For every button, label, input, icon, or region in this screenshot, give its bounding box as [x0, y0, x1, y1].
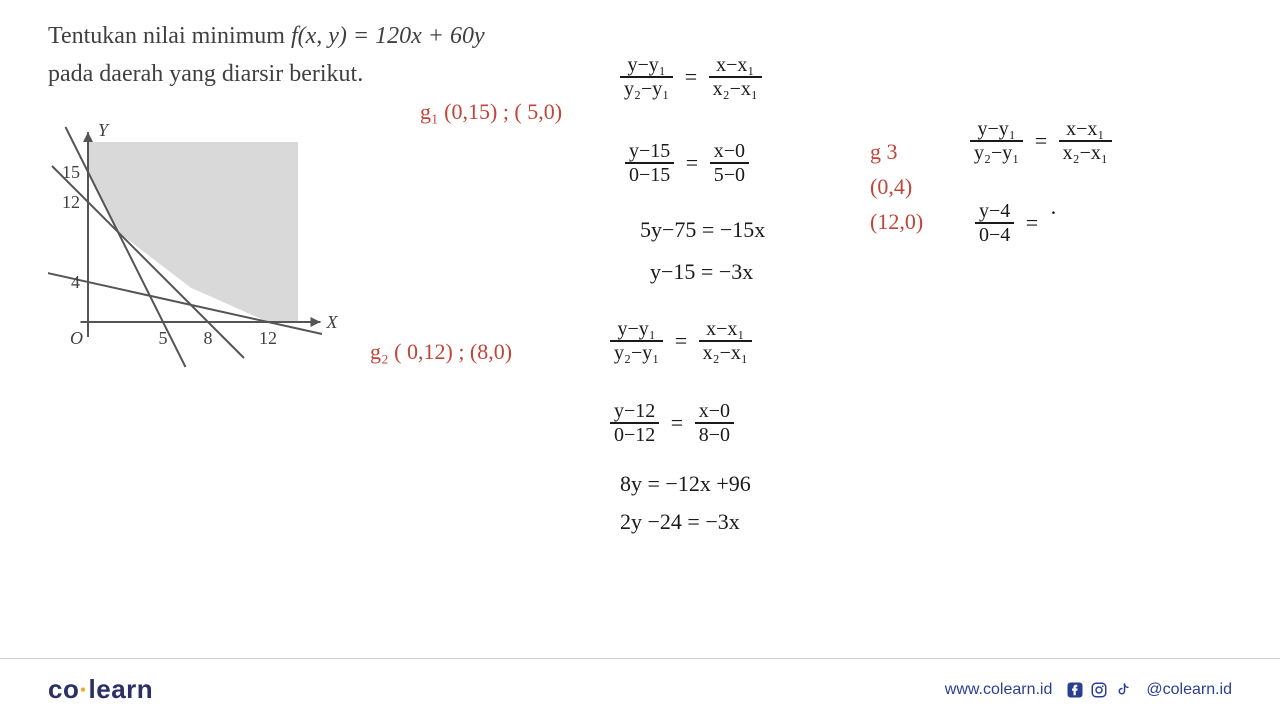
svg-text:15: 15 — [62, 162, 80, 182]
footer-handle: @colearn.id — [1146, 681, 1232, 699]
g2-label: g₂ ( 0,12) ; (8,0) — [370, 340, 512, 364]
frac-den: x₂−x₁ — [1059, 142, 1112, 164]
frac-num: y−y₁ — [610, 318, 663, 342]
svg-text:12: 12 — [259, 328, 277, 348]
frac-den: y₂−y₁ — [970, 142, 1023, 164]
frac-den: 5−0 — [710, 164, 749, 186]
frac-den: 0−15 — [625, 164, 674, 186]
frac-num: x−0 — [695, 400, 734, 424]
graph-svg: 15 12 4 5 8 12 Y X O — [48, 112, 348, 372]
problem-prefix: Tentukan nilai minimum — [48, 23, 291, 49]
svg-text:8: 8 — [204, 328, 213, 348]
g2-twopoint-formula: y−y₁y₂−y₁ = x−x₁x₂−x₁ — [610, 318, 752, 364]
footer-url: www.colearn.id — [945, 681, 1053, 699]
frac-den: x₂−x₁ — [709, 78, 762, 100]
tiktok-icon — [1114, 681, 1132, 699]
problem-line-1: Tentukan nilai minimum f(x, y) = 120x + … — [48, 20, 485, 54]
svg-text:5: 5 — [159, 328, 168, 348]
g3-twopoint-formula: y−y₁y₂−y₁ = x−x₁x₂−x₁ — [970, 118, 1112, 164]
g3-label: g 3 — [870, 140, 898, 164]
frac-den: y₂−y₁ — [610, 342, 663, 364]
frac-den: 0−4 — [975, 224, 1014, 246]
g3-step2: y−40−4 = · — [975, 200, 1057, 246]
frac-den: y₂−y₁ — [620, 78, 673, 100]
g1-step4: y−15 = −3x — [650, 260, 753, 284]
g3-point2: (12,0) — [870, 210, 923, 234]
logo-learn: learn — [89, 674, 154, 704]
social-icons — [1066, 681, 1132, 699]
svg-text:Y: Y — [98, 120, 110, 140]
frac-num: y−y₁ — [970, 118, 1023, 142]
g3-point1: (0,4) — [870, 175, 912, 199]
g2-step2: y−120−12 = x−08−0 — [610, 400, 734, 446]
svg-text:O: O — [70, 328, 83, 348]
frac-num: x−x₁ — [1059, 118, 1112, 142]
g1-label: g₁ (0,15) ; ( 5,0) — [420, 100, 562, 124]
logo-co: co — [48, 674, 79, 704]
frac-den: 8−0 — [695, 424, 734, 446]
svg-text:4: 4 — [71, 272, 80, 292]
frac-num: y−12 — [610, 400, 659, 424]
logo-dot: · — [79, 674, 88, 704]
frac-num: y−15 — [625, 140, 674, 164]
g2-step4: 2y −24 = −3x — [620, 510, 740, 534]
frac-num: x−x₁ — [699, 318, 752, 342]
problem-line-2: pada daerah yang diarsir berikut. — [48, 58, 363, 92]
frac-num: x−x₁ — [709, 54, 762, 78]
frac-num: y−y₁ — [620, 54, 673, 78]
instagram-icon — [1090, 681, 1108, 699]
frac-den: 0−12 — [610, 424, 659, 446]
facebook-icon — [1066, 681, 1084, 699]
graph: 15 12 4 5 8 12 Y X O — [48, 112, 348, 372]
svg-text:X: X — [326, 312, 339, 332]
g2-step3: 8y = −12x +96 — [620, 472, 751, 496]
frac-num: x−0 — [710, 140, 749, 164]
g1-step2: y−150−15 = x−05−0 — [625, 140, 749, 186]
svg-text:12: 12 — [62, 192, 80, 212]
frac-den: x₂−x₁ — [699, 342, 752, 364]
problem-function: f(x, y) = 120x + 60y — [291, 23, 485, 49]
g1-twopoint-formula: y−y₁y₂−y₁ = x−x₁x₂−x₁ — [620, 54, 762, 100]
g3-step2-rhs: · — [1050, 200, 1057, 225]
footer: co·learn www.colearn.id @colearn.id — [0, 658, 1280, 720]
g1-step3: 5y−75 = −15x — [640, 218, 765, 242]
footer-right: www.colearn.id @colearn.id — [945, 681, 1232, 699]
frac-num: y−4 — [975, 200, 1014, 224]
logo: co·learn — [48, 674, 153, 705]
